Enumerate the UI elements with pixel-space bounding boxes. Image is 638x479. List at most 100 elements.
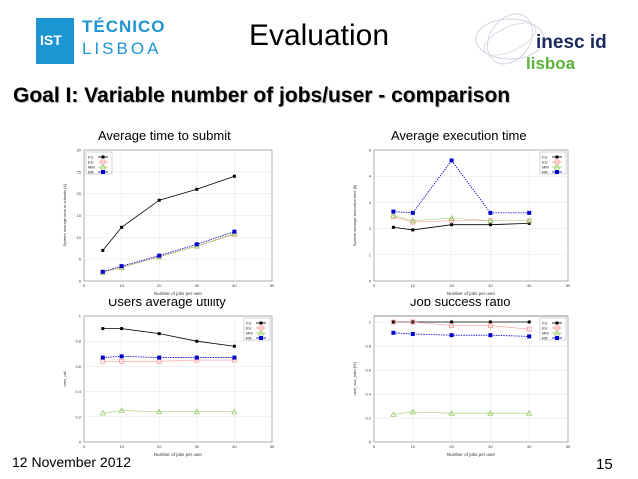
point-fu (101, 248, 105, 252)
point-eu (119, 358, 124, 364)
x-tick-label: 0 (83, 283, 86, 288)
point-eu (391, 319, 396, 325)
point-mm (409, 217, 416, 224)
point-rr (119, 354, 124, 359)
x-tick-label: 20 (157, 283, 162, 288)
point-rr (410, 332, 415, 336)
inesc-lisboa-wordmark: lisboa (526, 54, 576, 73)
x-axis-label: Number of jobs per user (154, 452, 203, 457)
point-fu (450, 223, 454, 227)
y-tick-label: 0.4 (75, 389, 81, 394)
legend-label-mm: MM (542, 165, 549, 170)
point-rr (232, 229, 237, 234)
point-mm (526, 217, 533, 224)
y-tick-label: 1 (79, 314, 82, 319)
legend-label-fu: FU (88, 155, 93, 160)
x-tick-label: 20 (449, 444, 454, 449)
y-tick-label: 0.6 (365, 368, 371, 373)
chart-title-execution: Average execution time (391, 128, 527, 143)
point-fu (232, 174, 236, 178)
x-tick-label: 50 (270, 283, 275, 288)
x-tick-label: 30 (195, 444, 200, 449)
legend-label-rr: RR (542, 336, 548, 341)
series-line-mm (393, 215, 530, 222)
x-tick-label: 0 (373, 283, 376, 288)
point-rr (410, 210, 415, 215)
inesc-id-wordmark: inesc id (536, 32, 607, 53)
x-tick-label: 30 (488, 283, 493, 288)
point-fu (391, 320, 395, 324)
series-rr (391, 158, 532, 215)
y-tick-label: 5 (79, 257, 82, 262)
legend-label-mm: MM (246, 331, 253, 336)
y-axis-label: user_util (62, 371, 67, 386)
point-fu (120, 327, 124, 331)
point-fu (450, 320, 454, 324)
y-tick-label: 25 (77, 169, 82, 174)
goal-heading: Goal I: Variable number of jobs/user - c… (13, 84, 511, 107)
y-tick-label: 0.6 (75, 364, 81, 369)
series-mm (390, 408, 533, 417)
series-eu (391, 319, 532, 332)
x-tick-label: 50 (270, 444, 275, 449)
x-tick-label: 50 (566, 444, 571, 449)
point-mm (487, 217, 494, 224)
series-rr (391, 330, 532, 339)
point-rr (232, 355, 237, 360)
y-tick-label: 0.4 (365, 392, 371, 397)
x-tick-label: 20 (157, 444, 162, 449)
point-legend-fu (555, 321, 559, 325)
point-mm (231, 408, 238, 415)
point-fu (488, 320, 492, 324)
x-tick-label: 20 (449, 283, 454, 288)
x-tick-label: 0 (373, 444, 376, 449)
point-rr (119, 264, 124, 269)
point-eu (449, 323, 454, 329)
point-fu (411, 228, 415, 232)
point-fu (101, 327, 105, 331)
y-tick-label: 0.2 (365, 416, 371, 421)
series-line-eu (102, 359, 235, 362)
legend-label-rr: RR (88, 170, 94, 175)
point-eu (526, 326, 532, 332)
y-axis-label: user_suc_ratio [%] (352, 362, 357, 395)
point-rr (194, 242, 199, 247)
point-legend-fu (101, 155, 105, 159)
ist-logo: IST (36, 18, 74, 64)
inesc-orbit-logo-icon (475, 13, 545, 65)
series-fu (391, 221, 531, 232)
point-legend-mm (257, 329, 265, 336)
point-rr (449, 333, 454, 338)
legend-label-eu: EU (246, 326, 252, 331)
point-mm (118, 407, 125, 413)
x-tick-label: 0 (83, 444, 86, 449)
point-mm (487, 409, 494, 416)
point-mm (448, 214, 455, 221)
y-tick-label: 2 (369, 226, 372, 231)
point-legend-fu (259, 321, 263, 325)
legend-label-fu: FU (246, 321, 251, 326)
y-tick-label: 0 (369, 440, 372, 445)
x-tick-label: 40 (527, 444, 532, 449)
x-tick-label: 10 (119, 444, 124, 449)
y-tick-label: 10 (77, 235, 82, 240)
point-fu (527, 320, 531, 324)
legend-label-fu: FU (542, 321, 547, 326)
point-rr (100, 355, 105, 360)
x-axis-label: Number of jobs per user (447, 291, 496, 296)
legend-label-eu: EU (88, 160, 94, 165)
y-tick-label: 0 (79, 279, 82, 284)
x-axis-label: Number of jobs per user (447, 452, 496, 457)
point-fu (527, 221, 531, 225)
x-tick-label: 50 (566, 283, 571, 288)
y-tick-label: 0.2 (75, 414, 81, 419)
legend-label-fu: FU (542, 155, 547, 160)
point-rr (527, 210, 532, 215)
legend-label-eu: EU (542, 326, 548, 331)
series-line-mm (102, 410, 235, 414)
point-legend-rr (555, 170, 559, 174)
point-fu (195, 187, 199, 191)
x-tick-label: 10 (411, 283, 416, 288)
